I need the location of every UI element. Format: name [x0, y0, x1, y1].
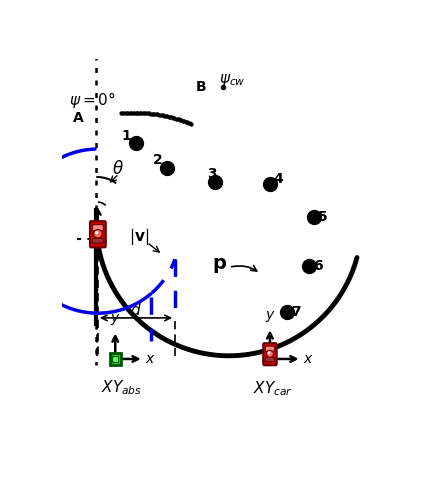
- Text: 5: 5: [318, 210, 328, 224]
- Text: 1: 1: [122, 129, 131, 143]
- Text: $x$: $x$: [145, 352, 156, 366]
- Text: 6: 6: [314, 259, 323, 273]
- Text: $\psi=0°$: $\psi=0°$: [70, 90, 116, 110]
- FancyBboxPatch shape: [92, 238, 103, 243]
- Text: 3: 3: [207, 167, 216, 181]
- Text: $XY_{abs}$: $XY_{abs}$: [101, 378, 142, 397]
- Text: A: A: [73, 111, 84, 125]
- Text: $XY_{car}$: $XY_{car}$: [253, 379, 292, 398]
- Text: B: B: [196, 81, 207, 94]
- Text: $\theta$: $\theta$: [113, 160, 124, 178]
- FancyBboxPatch shape: [92, 225, 103, 231]
- FancyBboxPatch shape: [263, 343, 277, 365]
- Bar: [112, 356, 118, 362]
- Text: $x$: $x$: [303, 352, 314, 366]
- FancyBboxPatch shape: [90, 221, 106, 247]
- Circle shape: [268, 351, 271, 354]
- FancyBboxPatch shape: [265, 358, 274, 362]
- Text: 4: 4: [273, 172, 283, 186]
- Text: 2: 2: [153, 153, 163, 167]
- Text: $|\mathbf{v}|$: $|\mathbf{v}|$: [129, 227, 149, 247]
- Text: $\psi_{cw}$: $\psi_{cw}$: [219, 71, 246, 88]
- Circle shape: [95, 231, 98, 234]
- Text: $\mathbf{p}$: $\mathbf{p}$: [212, 256, 227, 276]
- Circle shape: [266, 350, 273, 357]
- Text: $y$: $y$: [265, 309, 275, 324]
- Bar: [110, 353, 121, 365]
- Text: $y$: $y$: [110, 312, 121, 327]
- Text: 7: 7: [291, 305, 301, 319]
- Text: $d$: $d$: [130, 302, 142, 318]
- Circle shape: [94, 229, 102, 238]
- FancyBboxPatch shape: [265, 346, 274, 351]
